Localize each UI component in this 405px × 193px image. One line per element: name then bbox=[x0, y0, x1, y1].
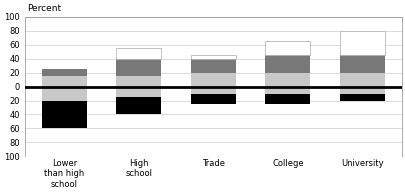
Bar bbox=[190, 73, 235, 87]
Bar bbox=[265, 73, 309, 87]
Bar bbox=[42, 69, 86, 76]
Text: Percent: Percent bbox=[27, 4, 61, 13]
Bar bbox=[116, 48, 161, 59]
Bar bbox=[42, 87, 86, 101]
Bar bbox=[116, 76, 161, 87]
Bar bbox=[265, 94, 309, 104]
Bar bbox=[265, 41, 309, 55]
Bar bbox=[42, 101, 86, 128]
Bar bbox=[190, 59, 235, 73]
Bar bbox=[339, 31, 384, 55]
Bar bbox=[190, 55, 235, 59]
Bar bbox=[339, 73, 384, 87]
Bar bbox=[190, 94, 235, 104]
Bar bbox=[190, 87, 235, 94]
Bar bbox=[116, 87, 161, 97]
Bar bbox=[265, 55, 309, 73]
Bar bbox=[339, 87, 384, 94]
Bar bbox=[339, 55, 384, 73]
Bar bbox=[116, 59, 161, 76]
Bar bbox=[116, 97, 161, 114]
Bar bbox=[339, 94, 384, 101]
Bar bbox=[265, 87, 309, 94]
Bar bbox=[42, 76, 86, 87]
